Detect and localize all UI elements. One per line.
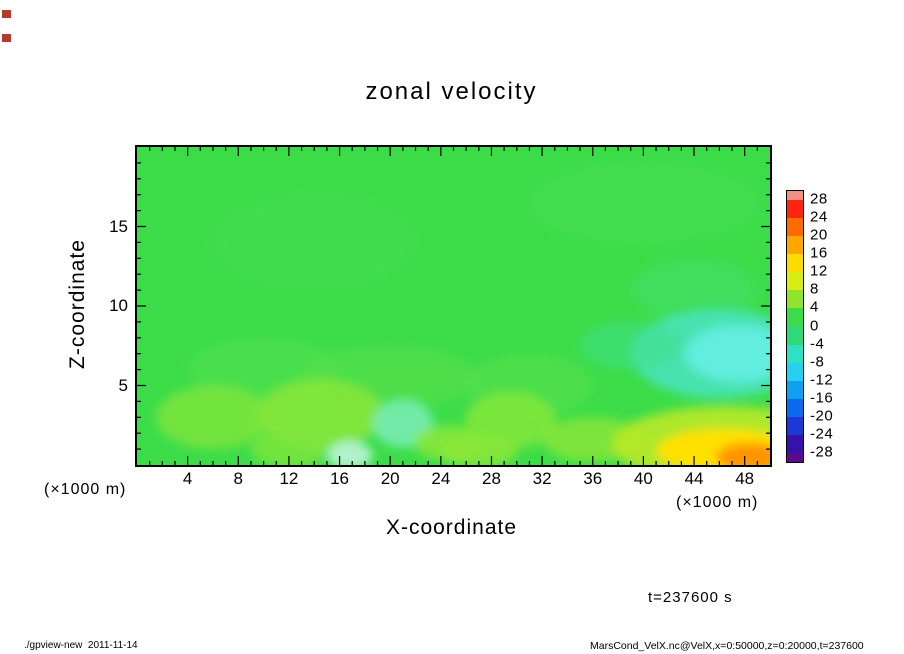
colorbar-segment xyxy=(787,416,803,435)
colorbar-label: 28 xyxy=(810,190,828,208)
colorbar-label: 24 xyxy=(810,208,828,226)
plot-area xyxy=(135,145,772,467)
x-tick-label: 16 xyxy=(330,469,350,488)
x-tick-label: 24 xyxy=(431,469,451,488)
colorbar-segment xyxy=(787,452,803,462)
colorbar-label: -4 xyxy=(810,335,825,353)
x-unit-label-left: (×1000 m) xyxy=(44,481,127,498)
field-blob xyxy=(250,430,327,465)
y-tick-label: 15 xyxy=(109,216,128,236)
field-blob xyxy=(529,162,758,243)
colorbar-segment xyxy=(787,254,803,273)
colorbar-label: 12 xyxy=(810,262,828,280)
colorbar-segment xyxy=(787,398,803,417)
time-label: t=237600 s xyxy=(648,589,733,606)
colorbar-segment xyxy=(787,344,803,363)
x-tick-label: 4 xyxy=(182,469,193,488)
colorbar xyxy=(786,190,804,463)
colorbar-label: 4 xyxy=(810,298,819,316)
x-tick-label: 32 xyxy=(532,469,552,488)
x-axis-title: X-coordinate xyxy=(385,516,518,539)
field-blob xyxy=(155,385,270,450)
x-tick-labels: 4 8 12 16 20 24 28 32 36 40 44 48 xyxy=(137,469,770,491)
colorbar-label: -20 xyxy=(810,407,834,425)
footer-command-text: ./gpview-new 2011-11-14 xyxy=(24,640,138,651)
y-tick-label: 5 xyxy=(118,375,128,395)
colorbar-segment xyxy=(787,434,803,453)
chart-title: zonal velocity xyxy=(365,78,538,105)
colorbar-segment xyxy=(787,191,803,201)
colorbar-label: -16 xyxy=(810,389,834,407)
axis-ticks xyxy=(137,147,770,465)
corner-artifact-mark xyxy=(2,34,11,42)
colorbar-label: -24 xyxy=(810,425,834,443)
colorbar-segment xyxy=(787,308,803,327)
colorbar-label: -28 xyxy=(810,443,834,461)
x-tick-label: 36 xyxy=(583,469,603,488)
colorbar-segment xyxy=(787,218,803,237)
corner-artifact-mark xyxy=(2,10,11,18)
field-anomalies xyxy=(155,162,770,465)
colorbar-segment xyxy=(787,380,803,399)
footer-source-text: MarsCond_VelX.nc@VelX,x=0:50000,z=0:2000… xyxy=(590,640,864,652)
field-blob xyxy=(440,436,517,465)
x-tick-label: 48 xyxy=(735,469,755,488)
x-tick-label: 44 xyxy=(684,469,704,488)
colorbar-segment xyxy=(787,362,803,381)
colorbar-segment xyxy=(787,290,803,309)
colorbar-label: -8 xyxy=(810,353,825,371)
colorbar-segment xyxy=(787,200,803,219)
field-blob xyxy=(685,325,770,383)
x-unit-label-right: (×1000 m) xyxy=(676,494,759,511)
colorbar-label: 16 xyxy=(810,244,828,262)
x-tick-label: 12 xyxy=(279,469,299,488)
field-blob xyxy=(630,258,758,322)
x-tick-label: 20 xyxy=(380,469,400,488)
colorbar-label: 0 xyxy=(810,317,819,334)
colorbar-label: -12 xyxy=(810,371,834,389)
colorbar-label: 20 xyxy=(810,226,828,244)
field-blob xyxy=(715,442,770,465)
colorbar-segment xyxy=(787,272,803,291)
colorbar-segment xyxy=(787,326,803,345)
y-tick-label: 10 xyxy=(109,296,128,315)
y-axis-title: Z-coordinate xyxy=(66,239,89,369)
colorbar-segment xyxy=(787,236,803,255)
y-tick-labels: 5 10 15 xyxy=(90,147,128,465)
field-blob xyxy=(212,194,416,291)
field-blob xyxy=(464,391,557,450)
field-blob xyxy=(326,441,373,465)
x-tick-label: 8 xyxy=(233,469,243,488)
colorbar-labels: 28 24 20 16 12 8 4 0 -4 -8 -12 -16 -20 -24 -28 xyxy=(810,190,854,461)
heatmap-field xyxy=(137,147,770,465)
x-tick-label: 40 xyxy=(633,469,653,488)
field-blob xyxy=(580,321,682,370)
colorbar-label: 8 xyxy=(810,280,819,298)
x-tick-label: 28 xyxy=(482,469,501,488)
